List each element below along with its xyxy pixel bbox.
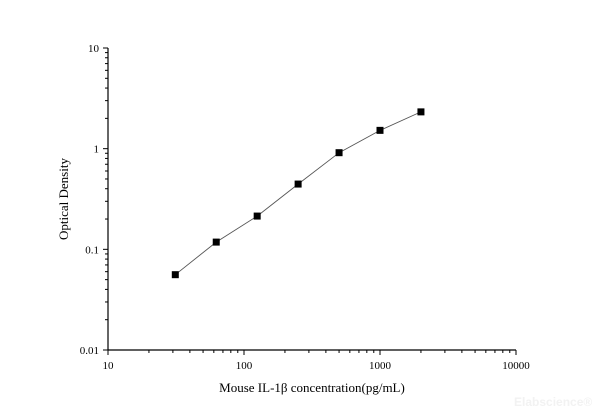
y-tick-label: 0.01: [80, 345, 99, 357]
x-axis-title: Mouse IL-1β concentration(pg/mL): [219, 380, 405, 395]
axes: 10 100 1000 10000 0.01 0.1 1 10: [80, 43, 531, 372]
x-tick-label: 1000: [369, 360, 392, 372]
data-point: [212, 238, 220, 246]
watermark-logo: Elabscience®: [514, 395, 592, 409]
data-point: [171, 271, 179, 279]
y-tick-label: 0.1: [85, 244, 99, 256]
x-tick-label: 10000: [502, 360, 530, 372]
data-point: [417, 108, 425, 116]
data-series: [171, 108, 425, 279]
y-tick-label: 10: [88, 43, 100, 55]
data-point: [253, 212, 261, 220]
y-tick-label: 1: [94, 144, 100, 156]
series-line: [175, 111, 422, 276]
x-tick-label: 10: [103, 360, 115, 372]
x-tick-label: 100: [236, 360, 253, 372]
data-point: [376, 126, 384, 134]
y-axis-title: Optical Density: [56, 158, 71, 240]
data-point: [335, 149, 343, 157]
data-point: [294, 180, 302, 188]
